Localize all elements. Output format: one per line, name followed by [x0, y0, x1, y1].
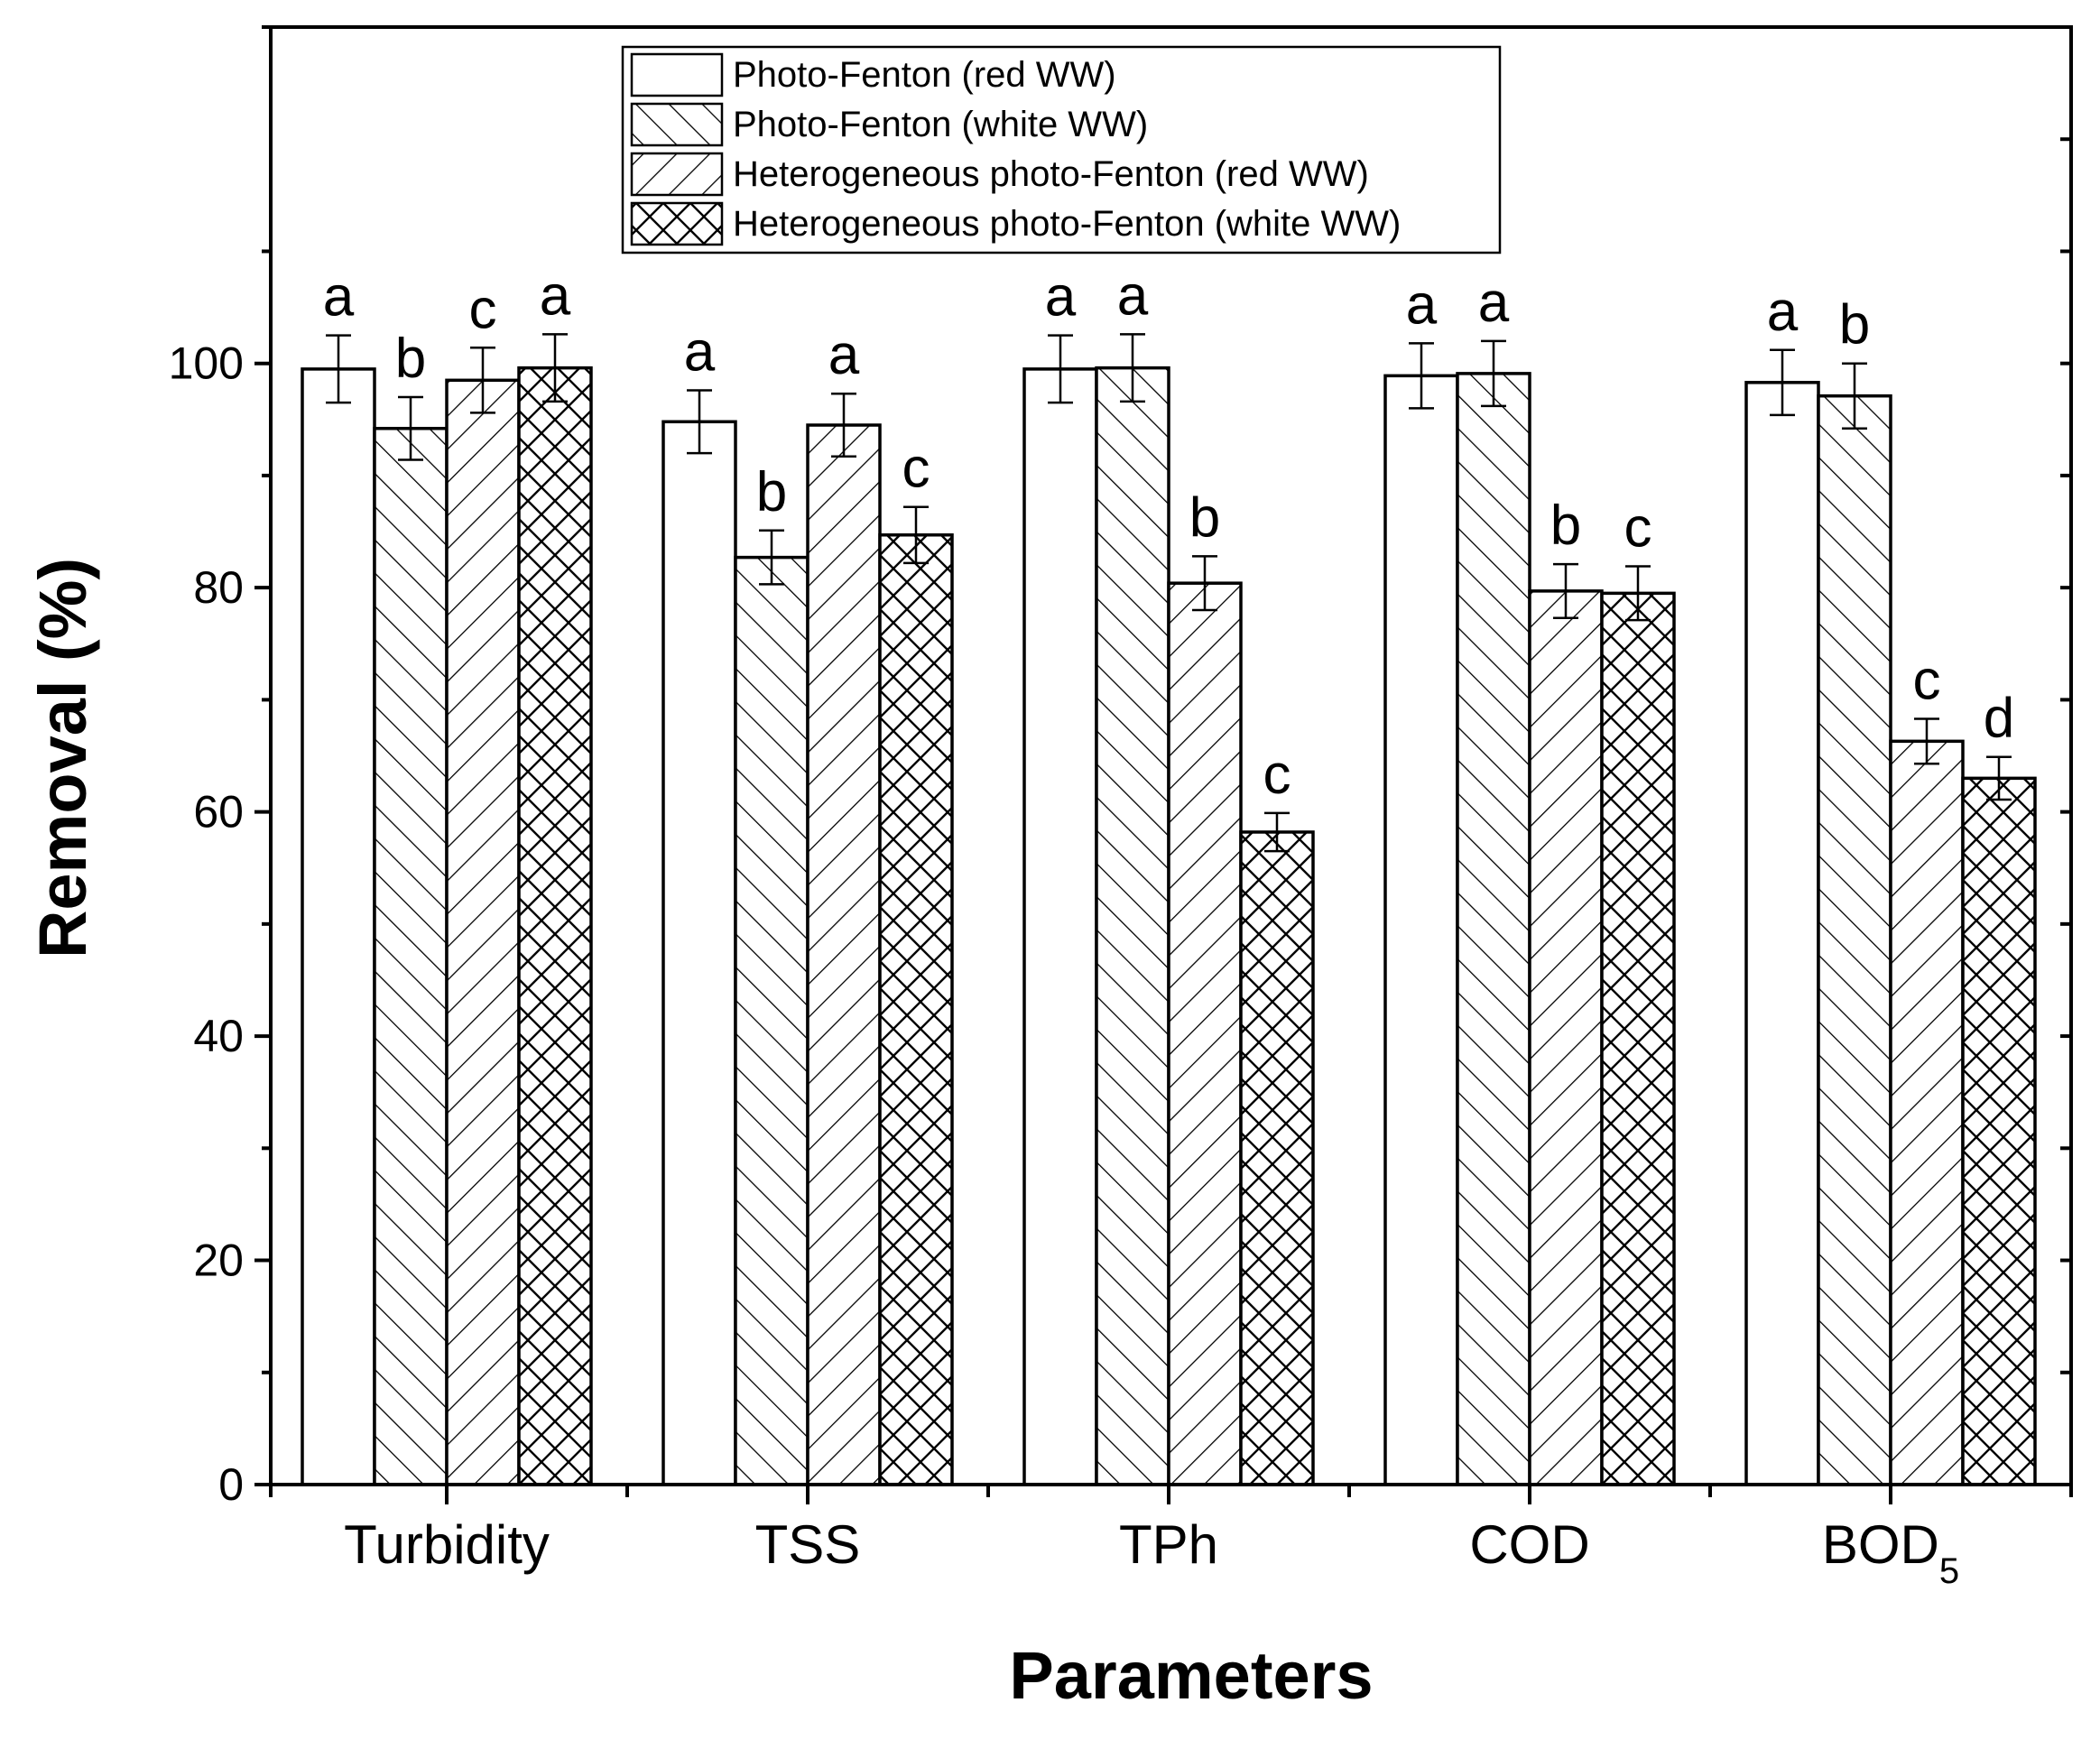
significance-letter: a — [1767, 281, 1799, 343]
x-axis-title: Parameters — [1009, 1638, 1373, 1713]
x-category-label: TPh — [1119, 1514, 1218, 1575]
significance-letter: d — [1984, 688, 2014, 750]
y-axis: 0 20 40 60 80 100 — [169, 25, 2071, 1510]
significance-letter: c — [1624, 497, 1652, 560]
x-category-subscript: 5 — [1939, 1551, 1959, 1591]
x-axis: Turbidity TSS TPh COD BOD5 — [269, 1485, 2073, 1591]
bar-cod-series-4 — [1600, 591, 1676, 1486]
y-axis-title: Removal (%) — [25, 558, 100, 958]
significance-letter: b — [395, 328, 426, 390]
bar-turbidity-series-3 — [445, 378, 521, 1486]
legend-label: Photo-Fenton (red WW) — [733, 55, 1116, 95]
significance-letter: a — [1117, 264, 1149, 327]
legend-label: Heterogeneous photo-Fenton (red WW) — [733, 154, 1369, 194]
legend-swatch — [630, 52, 724, 97]
significance-letter: b — [1550, 495, 1581, 557]
significance-letter: c — [1913, 650, 1941, 712]
bar-cod-series-2 — [1456, 372, 1531, 1486]
bar-cod-series-3 — [1528, 589, 1604, 1486]
bar-tph-series-3 — [1167, 581, 1243, 1486]
bar-bod-series-4 — [1961, 776, 2037, 1486]
significance-letter: a — [1478, 272, 1510, 334]
significance-letter: c — [469, 278, 497, 340]
x-category-label: COD — [1469, 1514, 1589, 1575]
y-tick-label: 40 — [193, 1011, 244, 1061]
significance-letter: c — [902, 438, 930, 500]
plot-frame — [269, 25, 2073, 1486]
legend-frame — [621, 45, 1502, 254]
bar-tss-series-2 — [734, 555, 809, 1486]
significance-letter: b — [1839, 294, 1870, 356]
significance-letter: b — [1189, 486, 1220, 549]
legend-swatch — [630, 201, 724, 246]
significance-letter: a — [1406, 273, 1438, 336]
bar-tss-series-4 — [878, 533, 954, 1486]
significance-letter: a — [323, 266, 355, 329]
significance-letter: b — [756, 461, 787, 523]
y-tick-label: 20 — [193, 1235, 244, 1286]
legend-swatch — [630, 102, 724, 147]
y-tick-label: 100 — [169, 338, 244, 389]
bar-tph-series-1 — [1022, 367, 1098, 1486]
significance-letter: c — [1263, 744, 1291, 806]
x-category-label: TSS — [755, 1514, 861, 1575]
bar-turbidity-series-4 — [517, 366, 593, 1486]
bar-cod-series-1 — [1383, 374, 1459, 1486]
x-category-label: Turbidity — [344, 1514, 550, 1575]
legend: Photo-Fenton (red WW) Photo-Fenton (white… — [621, 45, 1502, 254]
y-tick-label: 0 — [218, 1459, 244, 1510]
significance-letter: a — [828, 324, 860, 386]
error-bars-layer — [326, 333, 2012, 853]
bar-bod-series-3 — [1889, 739, 1965, 1486]
bars-layer — [301, 366, 2037, 1486]
legend-swatch — [630, 152, 724, 197]
x-category-label: BOD5 — [1822, 1514, 1959, 1591]
bar-tph-series-2 — [1095, 366, 1170, 1486]
bar-turbidity-series-1 — [301, 367, 376, 1486]
bar-bod-series-2 — [1817, 393, 1892, 1486]
significance-letter: a — [540, 264, 571, 327]
y-tick-label: 60 — [193, 787, 244, 837]
bar-bod-series-1 — [1744, 381, 1820, 1486]
bar-tss-series-3 — [806, 423, 882, 1486]
significance-letter: a — [1045, 266, 1077, 329]
bar-tss-series-1 — [661, 420, 737, 1486]
significance-letter: a — [684, 321, 716, 384]
legend-label: Photo-Fenton (white WW) — [733, 105, 1148, 144]
legend-label: Heterogeneous photo-Fenton (white WW) — [733, 204, 1401, 244]
y-tick-label: 80 — [193, 562, 244, 613]
bar-tph-series-4 — [1239, 830, 1315, 1486]
bar-turbidity-series-2 — [373, 426, 449, 1486]
